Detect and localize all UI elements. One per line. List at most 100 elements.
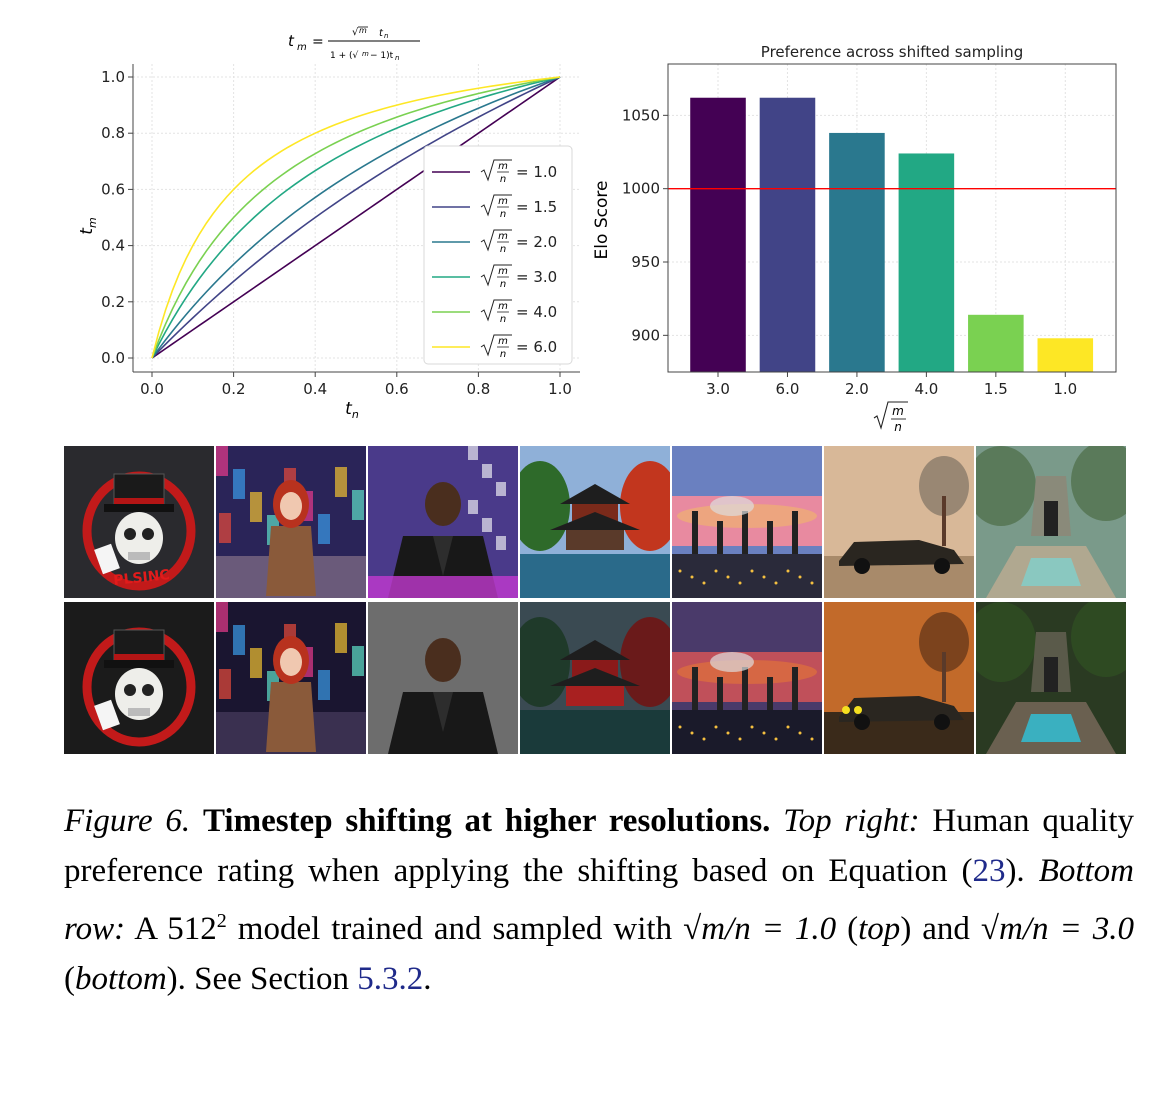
bar-y-tick-label: 1000 bbox=[622, 180, 660, 198]
svg-text:m: m bbox=[498, 231, 508, 242]
math-expression-2: √m/n = 3.0 bbox=[980, 911, 1135, 947]
line-y-tick-label: 0.6 bbox=[101, 180, 125, 198]
svg-text:m: m bbox=[498, 266, 508, 277]
figure-label: Figure 6. bbox=[64, 803, 191, 839]
timestep-shift-line-chart: t m = √ m t n 1 + (√ m − 1)t n 0.0 0.2 0.4… bbox=[77, 26, 580, 421]
line-series-2 bbox=[151, 76, 561, 359]
bar-chart-title: Preference across shifted sampling bbox=[761, 43, 1023, 61]
line-y-tick-label: 1.0 bbox=[101, 68, 125, 86]
man-leather-jacket-image bbox=[368, 446, 518, 598]
temple-ruins-image bbox=[976, 446, 1126, 598]
sqrt-icon bbox=[480, 299, 512, 322]
line-x-tick-label: 0.4 bbox=[303, 380, 327, 398]
line-series-1.5 bbox=[151, 76, 561, 359]
svg-text:n: n bbox=[500, 174, 506, 185]
bar-y-tick-label: 1050 bbox=[622, 106, 660, 124]
bar-y-tick-label: 950 bbox=[631, 253, 660, 271]
bar-x-tick-label: 1.5 bbox=[984, 380, 1008, 398]
sqrt-icon bbox=[480, 334, 512, 357]
caption-text-1: Human quality preference rating when app… bbox=[64, 803, 1135, 889]
man-leather-jacket-image bbox=[368, 602, 518, 754]
legend-entry-label: = 3.0 bbox=[516, 268, 557, 286]
section-link[interactable]: 5.3.2 bbox=[357, 961, 424, 997]
svg-text:m: m bbox=[297, 42, 307, 53]
svg-text:m: m bbox=[362, 50, 369, 58]
line-series-3 bbox=[151, 76, 561, 359]
line-y-tick-label: 0.0 bbox=[101, 349, 125, 367]
legend-entry-label: = 1.5 bbox=[516, 198, 557, 216]
line-x-axis-label: tn bbox=[345, 399, 359, 421]
line-series-4 bbox=[151, 76, 561, 359]
sqrt-icon bbox=[480, 264, 512, 287]
line-chart-formula-title: t m = √ m t n 1 + (√ m − 1)t n bbox=[288, 26, 420, 62]
math-expression-1: √m/n = 1.0 bbox=[683, 911, 837, 947]
line-x-tick-label: 0.8 bbox=[466, 380, 490, 398]
figure-caption: Figure 6. Timestep shifting at higher re… bbox=[64, 803, 1135, 997]
svg-text:√: √ bbox=[352, 27, 359, 38]
bar-plot-frame bbox=[667, 63, 1117, 373]
bar-1.5 bbox=[968, 314, 1024, 372]
legend-entry-label: = 6.0 bbox=[516, 338, 557, 356]
line-x-tick-label: 0.2 bbox=[222, 380, 246, 398]
svg-text:n: n bbox=[384, 32, 388, 40]
industrial-sunset-image bbox=[672, 602, 822, 754]
legend-entry-label: = 4.0 bbox=[516, 303, 557, 321]
legend-entry-label: = 2.0 bbox=[516, 233, 557, 251]
line-series-1 bbox=[151, 76, 561, 359]
legend-entry-label: = 1.0 bbox=[516, 163, 557, 181]
svg-text:m: m bbox=[498, 161, 508, 172]
bar-1.0 bbox=[1037, 338, 1094, 372]
sqrt-icon bbox=[480, 159, 512, 182]
svg-text:t: t bbox=[379, 28, 384, 39]
svg-text:m: m bbox=[498, 196, 508, 207]
bar-2.0 bbox=[829, 132, 885, 372]
line-x-tick-label: 0.0 bbox=[140, 380, 164, 398]
svg-text:n: n bbox=[500, 314, 506, 325]
pagoda-image bbox=[520, 446, 670, 598]
bar-6.0 bbox=[759, 97, 816, 372]
equation-link[interactable]: 23 bbox=[972, 853, 1006, 889]
line-y-tick-label: 0.2 bbox=[101, 293, 125, 311]
bar-4.0 bbox=[898, 153, 955, 372]
line-x-tick-label: 0.6 bbox=[385, 380, 409, 398]
caption-title: Timestep shifting at higher resolutions. bbox=[203, 803, 771, 839]
line-y-tick-label: 0.4 bbox=[101, 237, 125, 255]
bar-x-tick-label: 1.0 bbox=[1053, 380, 1077, 398]
svg-text:m: m bbox=[359, 26, 367, 35]
svg-text:n: n bbox=[500, 244, 506, 255]
bar-x-tick-label: 6.0 bbox=[776, 380, 800, 398]
top-right-label: Top right: bbox=[783, 803, 920, 839]
bar-y-tick-label: 900 bbox=[631, 326, 660, 344]
svg-text:− 1)t: − 1)t bbox=[370, 51, 394, 61]
line-chart-legend: mn = 1.0mn = 1.5mn = 2.0mn = 3.0mn = 4.0mn = 6… bbox=[423, 145, 573, 365]
svg-text:m: m bbox=[498, 336, 508, 347]
svg-text:=: = bbox=[312, 34, 324, 50]
bar-x-tick-label: 4.0 bbox=[914, 380, 938, 398]
industrial-sunset-image bbox=[672, 446, 822, 598]
svg-text:n: n bbox=[500, 279, 506, 290]
svg-text:n: n bbox=[500, 209, 506, 220]
pagoda-image bbox=[520, 602, 670, 754]
sqrt-icon bbox=[480, 229, 512, 252]
line-y-tick-label: 0.8 bbox=[101, 124, 125, 142]
svg-text:1 + (√: 1 + (√ bbox=[330, 50, 359, 61]
line-x-tick-label: 1.0 bbox=[548, 380, 572, 398]
logo-text: PLSINC bbox=[113, 567, 171, 589]
sample-image-grid: PLSINC bbox=[64, 446, 1126, 754]
svg-text:t: t bbox=[288, 32, 295, 50]
svg-text:m: m bbox=[892, 404, 904, 418]
svg-text:n: n bbox=[894, 420, 902, 434]
sqrt-icon bbox=[480, 194, 512, 217]
svg-text:m: m bbox=[498, 301, 508, 312]
bar-3.0 bbox=[690, 97, 746, 372]
skull-logo-image bbox=[64, 602, 214, 754]
vintage-car-image bbox=[824, 602, 974, 754]
skull-logo-image: PLSINC bbox=[64, 446, 214, 598]
line-series-6 bbox=[151, 76, 561, 359]
bottom-row-label: Bottom row: bbox=[64, 853, 1135, 947]
sqrt-icon bbox=[873, 401, 908, 430]
svg-text:n: n bbox=[500, 349, 506, 360]
bar-x-axis-label: mn bbox=[873, 401, 908, 434]
svg-text:n: n bbox=[395, 54, 399, 62]
line-y-axis-label: tm bbox=[77, 217, 99, 234]
